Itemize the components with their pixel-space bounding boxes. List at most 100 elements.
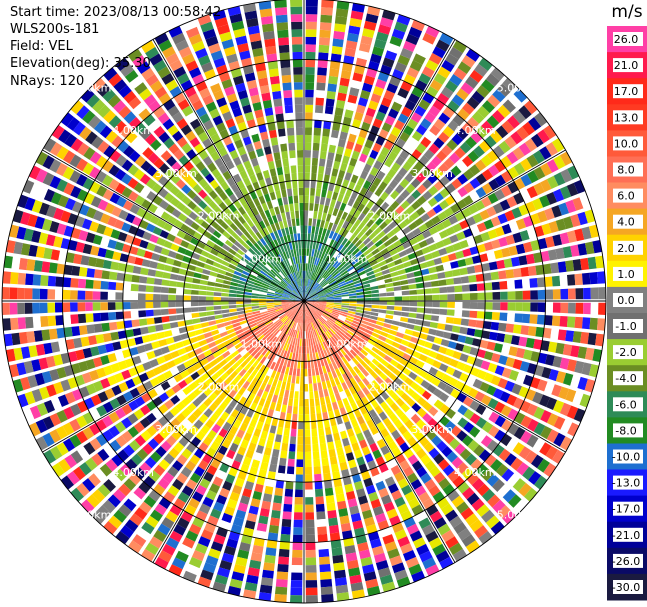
- velocity-gate: [478, 57, 493, 71]
- velocity-gate: [309, 241, 314, 249]
- velocity-gate: [475, 404, 487, 416]
- velocity-gate: [404, 419, 415, 430]
- velocity-gate: [474, 391, 486, 402]
- velocity-gate: [351, 236, 360, 245]
- velocity-gate: [455, 343, 465, 352]
- velocity-gate: [352, 320, 361, 326]
- velocity-gate: [487, 229, 498, 240]
- velocity-gate: [447, 120, 460, 132]
- velocity-gate: [508, 346, 518, 357]
- velocity-gate: [309, 291, 317, 297]
- velocity-gate: [375, 376, 384, 385]
- velocity-gate: [415, 511, 428, 523]
- velocity-gate: [337, 399, 344, 409]
- velocity-gate: [304, 285, 306, 294]
- velocity-gate: [334, 301, 342, 303]
- velocity-gate: [339, 186, 347, 195]
- velocity-gate: [456, 361, 466, 371]
- velocity-gate: [305, 104, 314, 113]
- velocity-gate: [476, 243, 486, 253]
- velocity-gate: [520, 430, 532, 444]
- velocity-gate: [480, 435, 493, 448]
- velocity-gate: [574, 273, 583, 286]
- velocity-gate: [374, 324, 383, 331]
- velocity-gate: [314, 285, 321, 291]
- velocity-gate: [315, 310, 323, 316]
- velocity-gate: [306, 278, 309, 287]
- velocity-gate: [432, 294, 440, 301]
- velocity-gate: [318, 297, 327, 300]
- velocity-gate: [425, 530, 439, 543]
- velocity-gate: [306, 308, 310, 316]
- velocity-gate: [524, 138, 538, 152]
- velocity-gate: [353, 209, 361, 219]
- velocity-gate: [437, 523, 451, 536]
- velocity-gate: [389, 235, 399, 243]
- velocity-gate: [349, 386, 357, 395]
- velocity-gate: [455, 250, 465, 259]
- velocity-gate: [304, 165, 311, 173]
- velocity-gate: [461, 55, 476, 68]
- velocity-gate: [337, 500, 347, 510]
- velocity-gate: [488, 331, 498, 341]
- velocity-gate: [317, 258, 323, 267]
- velocity-gate: [407, 137, 419, 148]
- velocity-gate: [312, 142, 320, 151]
- velocity-gate: [466, 355, 476, 365]
- velocity-gate: [375, 456, 386, 467]
- velocity-gate: [454, 147, 466, 159]
- velocity-gate: [457, 259, 467, 268]
- velocity-gate: [572, 259, 582, 271]
- velocity-gate: [476, 369, 487, 380]
- velocity-gate: [402, 296, 410, 301]
- velocity-gate: [363, 310, 371, 315]
- velocity-gate: [570, 214, 581, 228]
- velocity-gate: [324, 273, 331, 280]
- velocity-gate: [339, 202, 347, 212]
- velocity-gate: [330, 258, 337, 266]
- velocity-gate: [314, 274, 319, 282]
- velocity-gate: [534, 225, 545, 237]
- velocity-gate: [315, 274, 321, 282]
- velocity-gate: [494, 429, 506, 442]
- velocity-gate: [319, 37, 330, 46]
- velocity-gate: [504, 380, 515, 392]
- velocity-gate: [363, 290, 372, 295]
- velocity-gate: [470, 458, 483, 471]
- velocity-gate: [322, 341, 328, 350]
- velocity-gate: [427, 197, 438, 207]
- velocity-gate: [359, 257, 368, 264]
- velocity-gate: [500, 302, 508, 311]
- velocity-gate: [421, 66, 435, 78]
- velocity-gate: [309, 314, 314, 323]
- velocity-gate: [320, 235, 325, 244]
- colorbar-tick-label: -6.0: [615, 398, 636, 411]
- velocity-gate: [475, 273, 485, 282]
- velocity-gate: [344, 172, 352, 181]
- velocity-gate: [461, 122, 474, 135]
- velocity-gate: [319, 259, 325, 268]
- velocity-gate: [378, 487, 389, 498]
- velocity-gate: [513, 162, 526, 176]
- velocity-gate: [368, 278, 377, 283]
- velocity-gate: [342, 476, 352, 486]
- velocity-gate: [359, 323, 368, 329]
- velocity-gate: [577, 346, 588, 359]
- velocity-gate: [396, 576, 411, 588]
- velocity-gate: [582, 272, 591, 285]
- velocity-gate: [407, 472, 419, 484]
- velocity-gate: [348, 234, 356, 242]
- velocity-gate: [311, 301, 320, 303]
- velocity-gate: [331, 284, 339, 289]
- velocity-gate: [354, 239, 363, 248]
- velocity-gate: [499, 312, 508, 322]
- velocity-gate: [315, 242, 320, 250]
- velocity-gate: [323, 419, 330, 428]
- velocity-gate: [306, 308, 309, 316]
- velocity-gate: [463, 228, 473, 238]
- velocity-gate: [491, 281, 500, 290]
- velocity-gate: [345, 40, 358, 50]
- velocity-gate: [379, 301, 387, 305]
- velocity-gate: [429, 466, 441, 478]
- velocity-gate: [463, 169, 475, 181]
